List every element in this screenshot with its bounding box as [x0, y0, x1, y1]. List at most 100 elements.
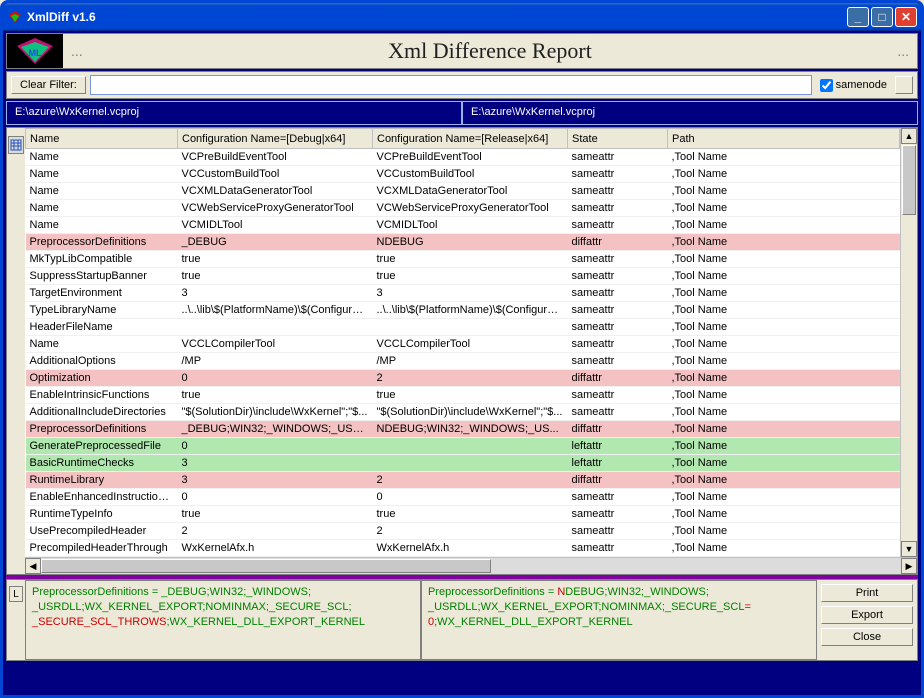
table-cell: AdditionalIncludeDirectories	[26, 404, 178, 421]
table-row[interactable]: MkTypLibCompatibletruetruesameattr,Tool …	[26, 251, 900, 268]
table-cell: UsePrecompiledHeader	[26, 523, 178, 540]
col-name[interactable]: Name	[26, 129, 178, 149]
col-path[interactable]: Path	[668, 129, 900, 149]
table-cell: ,Tool Name	[668, 200, 900, 217]
table-cell: ..\..\lib\$(PlatformName)\$(Configurati.…	[373, 302, 568, 319]
table-cell: true	[373, 268, 568, 285]
table-cell: 0	[373, 489, 568, 506]
table-cell: /MP	[373, 353, 568, 370]
d-l2: _USRDLL;WX_KERNEL_EXPORT;NOMINMAX;_SECUR…	[32, 601, 352, 613]
table-cell: NDEBUG;WIN32;_WINDOWS;_US...	[373, 421, 568, 438]
diff-grid[interactable]: Name Configuration Name=[Debug|x64] Conf…	[25, 128, 900, 557]
table-row[interactable]: NameVCCLCompilerToolVCCLCompilerToolsame…	[26, 336, 900, 353]
table-row[interactable]: SuppressStartupBannertruetruesameattr,To…	[26, 268, 900, 285]
table-cell: ,Tool Name	[668, 506, 900, 523]
scroll-down-icon[interactable]: ▼	[901, 541, 917, 557]
options-dropdown-button[interactable]	[895, 76, 913, 94]
table-row[interactable]: PreprocessorDefinitions_DEBUG;WIN32;_WIN…	[26, 421, 900, 438]
table-row[interactable]: GeneratePreprocessedFile0leftattr,Tool N…	[26, 438, 900, 455]
title-bar[interactable]: XmlDiff v1.6 _ □ ✕	[3, 3, 921, 31]
col-config-right[interactable]: Configuration Name=[Release|x64]	[373, 129, 568, 149]
table-cell: ,Tool Name	[668, 234, 900, 251]
table-row[interactable]: PrecompiledHeaderThroughWxKernelAfx.hWxK…	[26, 540, 900, 557]
export-button[interactable]: Export	[821, 606, 913, 624]
right-file-path: E:\azure\WxKernel.vcproj	[462, 101, 918, 125]
table-row[interactable]: RuntimeLibrary32diffattr,Tool Name	[26, 472, 900, 489]
table-cell: VCCustomBuildTool	[373, 166, 568, 183]
table-cell: VCCLCompilerTool	[178, 336, 373, 353]
table-row[interactable]: NameVCWebServiceProxyGeneratorToolVCWebS…	[26, 200, 900, 217]
print-button[interactable]: Print	[821, 584, 913, 602]
table-cell: sameattr	[568, 149, 668, 166]
samenode-checkbox[interactable]: samenode	[816, 79, 891, 92]
h-scroll-thumb[interactable]	[41, 559, 491, 573]
table-row[interactable]: NameVCCustomBuildToolVCCustomBuildToolsa…	[26, 166, 900, 183]
table-row[interactable]: TargetEnvironment33sameattr,Tool Name	[26, 285, 900, 302]
v-scroll-thumb[interactable]	[902, 145, 916, 215]
table-row[interactable]: TypeLibraryName..\..\lib\$(PlatformName)…	[26, 302, 900, 319]
scroll-up-icon[interactable]: ▲	[901, 128, 917, 144]
table-cell: 2	[373, 472, 568, 489]
table-cell: true	[373, 251, 568, 268]
table-cell: ,Tool Name	[668, 166, 900, 183]
detail-tab-L[interactable]: L	[9, 586, 23, 602]
d-l3a: _SECURE_SCL_THROWS	[32, 616, 166, 628]
table-cell: VCWebServiceProxyGeneratorTool	[373, 200, 568, 217]
scroll-right-icon[interactable]: ▶	[901, 558, 917, 574]
table-row[interactable]: PreprocessorDefinitions_DEBUGNDEBUGdiffa…	[26, 234, 900, 251]
maximize-button[interactable]: □	[871, 7, 893, 27]
table-cell: _DEBUG	[178, 234, 373, 251]
table-row[interactable]: NameVCPreBuildEventToolVCPreBuildEventTo…	[26, 149, 900, 166]
close-button[interactable]: Close	[821, 628, 913, 646]
d-r3b: ;WX_KERNEL_DLL_EXPORT_KERNEL	[434, 616, 633, 628]
svg-text:ML: ML	[29, 48, 42, 58]
table-row[interactable]: BasicRuntimeChecks3leftattr,Tool Name	[26, 455, 900, 472]
table-row[interactable]: HeaderFileNamesameattr,Tool Name	[26, 319, 900, 336]
table-cell: AdditionalOptions	[26, 353, 178, 370]
table-row[interactable]: UsePrecompiledHeader22sameattr,Tool Name	[26, 523, 900, 540]
vertical-scrollbar[interactable]: ▲ ▼	[900, 128, 917, 557]
table-cell: VCPreBuildEventTool	[373, 149, 568, 166]
table-cell: ,Tool Name	[668, 489, 900, 506]
samenode-checkbox-box[interactable]	[820, 79, 833, 92]
table-header-row: Name Configuration Name=[Debug|x64] Conf…	[26, 129, 900, 149]
table-cell: true	[178, 387, 373, 404]
d-r2a: _USRDLL;WX_KERNEL_EXPORT;NOMINMAX;_SECUR…	[428, 601, 744, 613]
clear-filter-button[interactable]: Clear Filter:	[11, 76, 86, 94]
table-row[interactable]: NameVCMIDLToolVCMIDLToolsameattr,Tool Na…	[26, 217, 900, 234]
table-cell: 2	[373, 523, 568, 540]
table-cell: "$(SolutionDir)\include\WxKernel";"$...	[373, 404, 568, 421]
col-config-left[interactable]: Configuration Name=[Debug|x64]	[178, 129, 373, 149]
table-cell: WxKernelAfx.h	[178, 540, 373, 557]
table-cell: VCXMLDataGeneratorTool	[178, 183, 373, 200]
table-cell: ..\..\lib\$(PlatformName)\$(Configurati.…	[178, 302, 373, 319]
table-cell: ,Tool Name	[668, 183, 900, 200]
table-row[interactable]: Optimization02diffattr,Tool Name	[26, 370, 900, 387]
table-cell: 2	[373, 370, 568, 387]
table-row[interactable]: EnableEnhancedInstructionSet00sameattr,T…	[26, 489, 900, 506]
table-cell: ,Tool Name	[668, 455, 900, 472]
table-cell: true	[178, 506, 373, 523]
table-row[interactable]: AdditionalOptions/MP/MPsameattr,Tool Nam…	[26, 353, 900, 370]
table-cell: ,Tool Name	[668, 319, 900, 336]
table-cell: TypeLibraryName	[26, 302, 178, 319]
table-cell: ,Tool Name	[668, 421, 900, 438]
table-row[interactable]: NameVCXMLDataGeneratorToolVCXMLDataGener…	[26, 183, 900, 200]
minimize-button[interactable]: _	[847, 7, 869, 27]
table-cell: sameattr	[568, 489, 668, 506]
col-state[interactable]: State	[568, 129, 668, 149]
grid-tab-icon[interactable]	[8, 136, 24, 154]
horizontal-scrollbar[interactable]: ◀ ▶	[25, 557, 917, 574]
table-cell: ,Tool Name	[668, 387, 900, 404]
scroll-left-icon[interactable]: ◀	[25, 558, 41, 574]
table-cell: VCMIDLTool	[373, 217, 568, 234]
table-cell	[373, 438, 568, 455]
table-cell: sameattr	[568, 200, 668, 217]
filter-input[interactable]	[90, 75, 812, 95]
table-row[interactable]: RuntimeTypeInfotruetruesameattr,Tool Nam…	[26, 506, 900, 523]
table-cell: true	[178, 268, 373, 285]
table-cell: VCXMLDataGeneratorTool	[373, 183, 568, 200]
table-row[interactable]: EnableIntrinsicFunctionstruetruesameattr…	[26, 387, 900, 404]
close-window-button[interactable]: ✕	[895, 7, 917, 27]
table-row[interactable]: AdditionalIncludeDirectories "$(SolutionD…	[26, 404, 900, 421]
